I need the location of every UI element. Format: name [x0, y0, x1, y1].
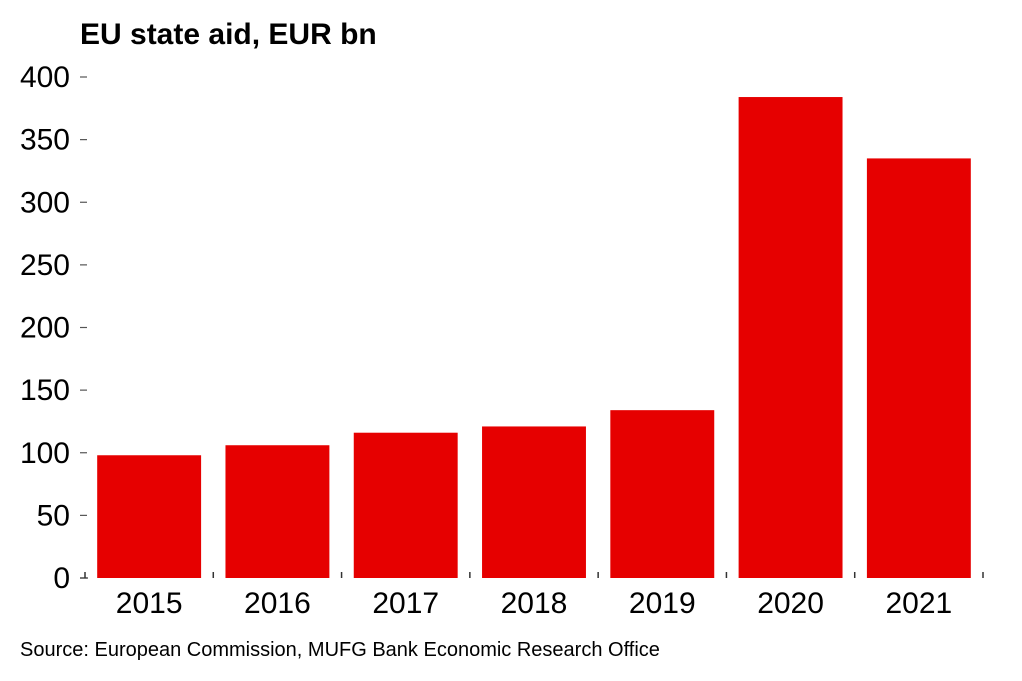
bars	[97, 97, 971, 578]
x-tick-label: 2017	[372, 587, 439, 620]
bar-2019	[610, 410, 715, 578]
y-tick-label: 200	[20, 312, 70, 345]
x-tick-label: 2019	[629, 587, 696, 620]
bar-2017	[353, 432, 458, 578]
y-tick-label: 400	[20, 61, 70, 94]
x-axis: 2015 2016 2017 2018 2019 2020 2021	[80, 572, 984, 620]
x-tick-label: 2018	[501, 587, 568, 620]
y-tick-label: 100	[20, 437, 70, 470]
y-tick-label: 250	[20, 249, 70, 282]
bar-2018	[482, 426, 586, 578]
bar-2016	[225, 445, 330, 578]
bar-2015	[97, 455, 202, 578]
x-tick-label: 2015	[116, 587, 183, 620]
chart-title: EU state aid, EUR bn	[80, 18, 377, 51]
bar-2021	[866, 158, 971, 578]
y-tick-label: 300	[20, 186, 70, 219]
y-axis: 0 50 100 150 200 250 300 350 400	[20, 61, 87, 595]
y-tick-label: 150	[20, 374, 70, 407]
y-tick-label: 0	[53, 562, 70, 595]
x-tick-label: 2020	[757, 587, 824, 620]
y-tick-label: 350	[20, 124, 70, 157]
y-tick-label: 50	[37, 499, 70, 532]
source-note: Source: European Commission, MUFG Bank E…	[20, 639, 660, 661]
x-tick-label: 2016	[244, 587, 311, 620]
bar-2020	[738, 97, 843, 578]
x-tick-label: 2021	[885, 587, 952, 620]
